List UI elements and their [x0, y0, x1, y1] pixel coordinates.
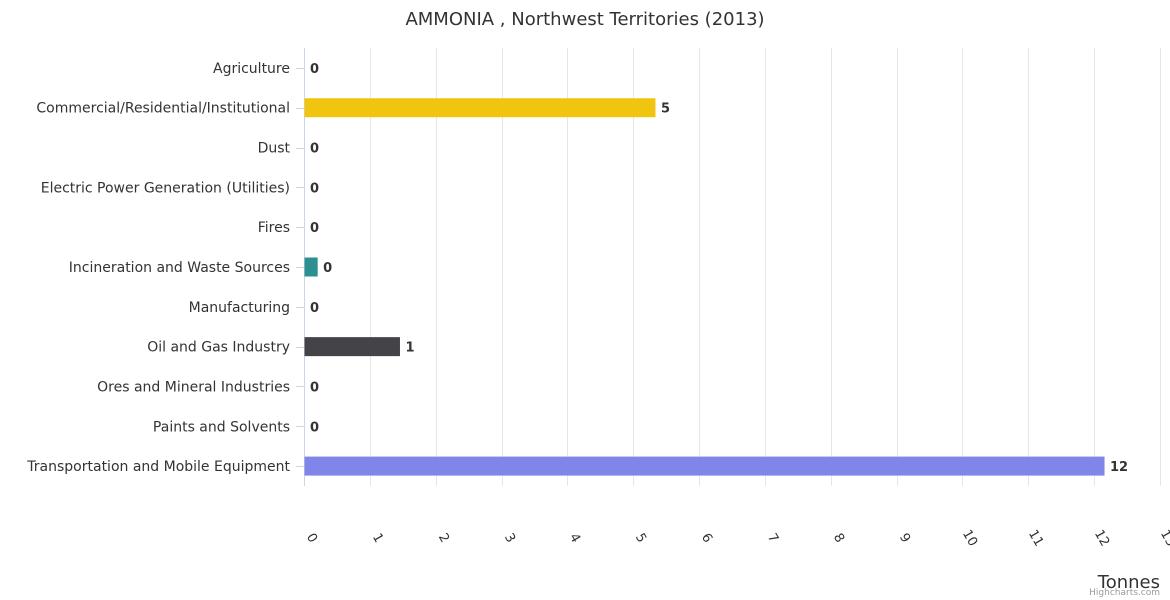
value-axis-title: Tonnes — [1097, 572, 1160, 593]
data-label: 0 — [310, 181, 319, 196]
data-label: 0 — [310, 62, 319, 77]
bar[interactable] — [304, 456, 1105, 476]
value-tick-label: 7 — [764, 531, 781, 546]
category-label: Electric Power Generation (Utilities) — [41, 180, 290, 196]
data-label: 0 — [310, 380, 319, 395]
category-label: Fires — [258, 220, 290, 236]
data-label: 0 — [323, 261, 332, 276]
category-label: Transportation and Mobile Equipment — [26, 459, 290, 475]
category-label: Incineration and Waste Sources — [69, 260, 290, 276]
axes — [296, 48, 305, 486]
value-tick-label: 4 — [566, 531, 583, 546]
category-label: Dust — [258, 141, 291, 157]
value-tick-label: 2 — [435, 531, 452, 546]
data-label: 12 — [1110, 460, 1128, 475]
category-label: Oil and Gas Industry — [147, 340, 290, 356]
value-tick-label: 5 — [632, 531, 649, 546]
data-label: 1 — [405, 341, 414, 356]
data-label: 5 — [661, 102, 670, 117]
bar[interactable] — [304, 257, 318, 277]
value-tick-label: 13 — [1157, 527, 1170, 549]
bar[interactable] — [304, 337, 400, 357]
data-label: 0 — [310, 420, 319, 435]
category-label: Ores and Mineral Industries — [97, 379, 290, 395]
bars — [304, 98, 1105, 476]
value-tick-label: 3 — [501, 531, 518, 546]
value-tick-label: 8 — [830, 531, 847, 546]
value-tick-label: 0 — [303, 531, 320, 546]
data-label: 0 — [310, 221, 319, 236]
data-label: 0 — [310, 142, 319, 157]
category-label: Commercial/Residential/Institutional — [36, 101, 290, 117]
value-tick-label: 11 — [1025, 527, 1046, 549]
category-label: Manufacturing — [189, 300, 290, 316]
data-label: 0 — [310, 301, 319, 316]
value-tick-label: 10 — [959, 527, 980, 549]
credits-link[interactable]: Highcharts.com — [1089, 588, 1160, 598]
category-label: Agriculture — [213, 61, 290, 77]
category-label: Paints and Solvents — [153, 419, 290, 435]
chart-title: AMMONIA , Northwest Territories (2013) — [405, 9, 764, 30]
value-tick-label: 1 — [369, 531, 386, 546]
value-tick-label: 12 — [1091, 527, 1112, 549]
value-tick-label: 6 — [698, 531, 715, 546]
bar[interactable] — [304, 98, 656, 118]
gridlines — [370, 48, 1161, 486]
value-tick-label: 9 — [896, 531, 913, 546]
